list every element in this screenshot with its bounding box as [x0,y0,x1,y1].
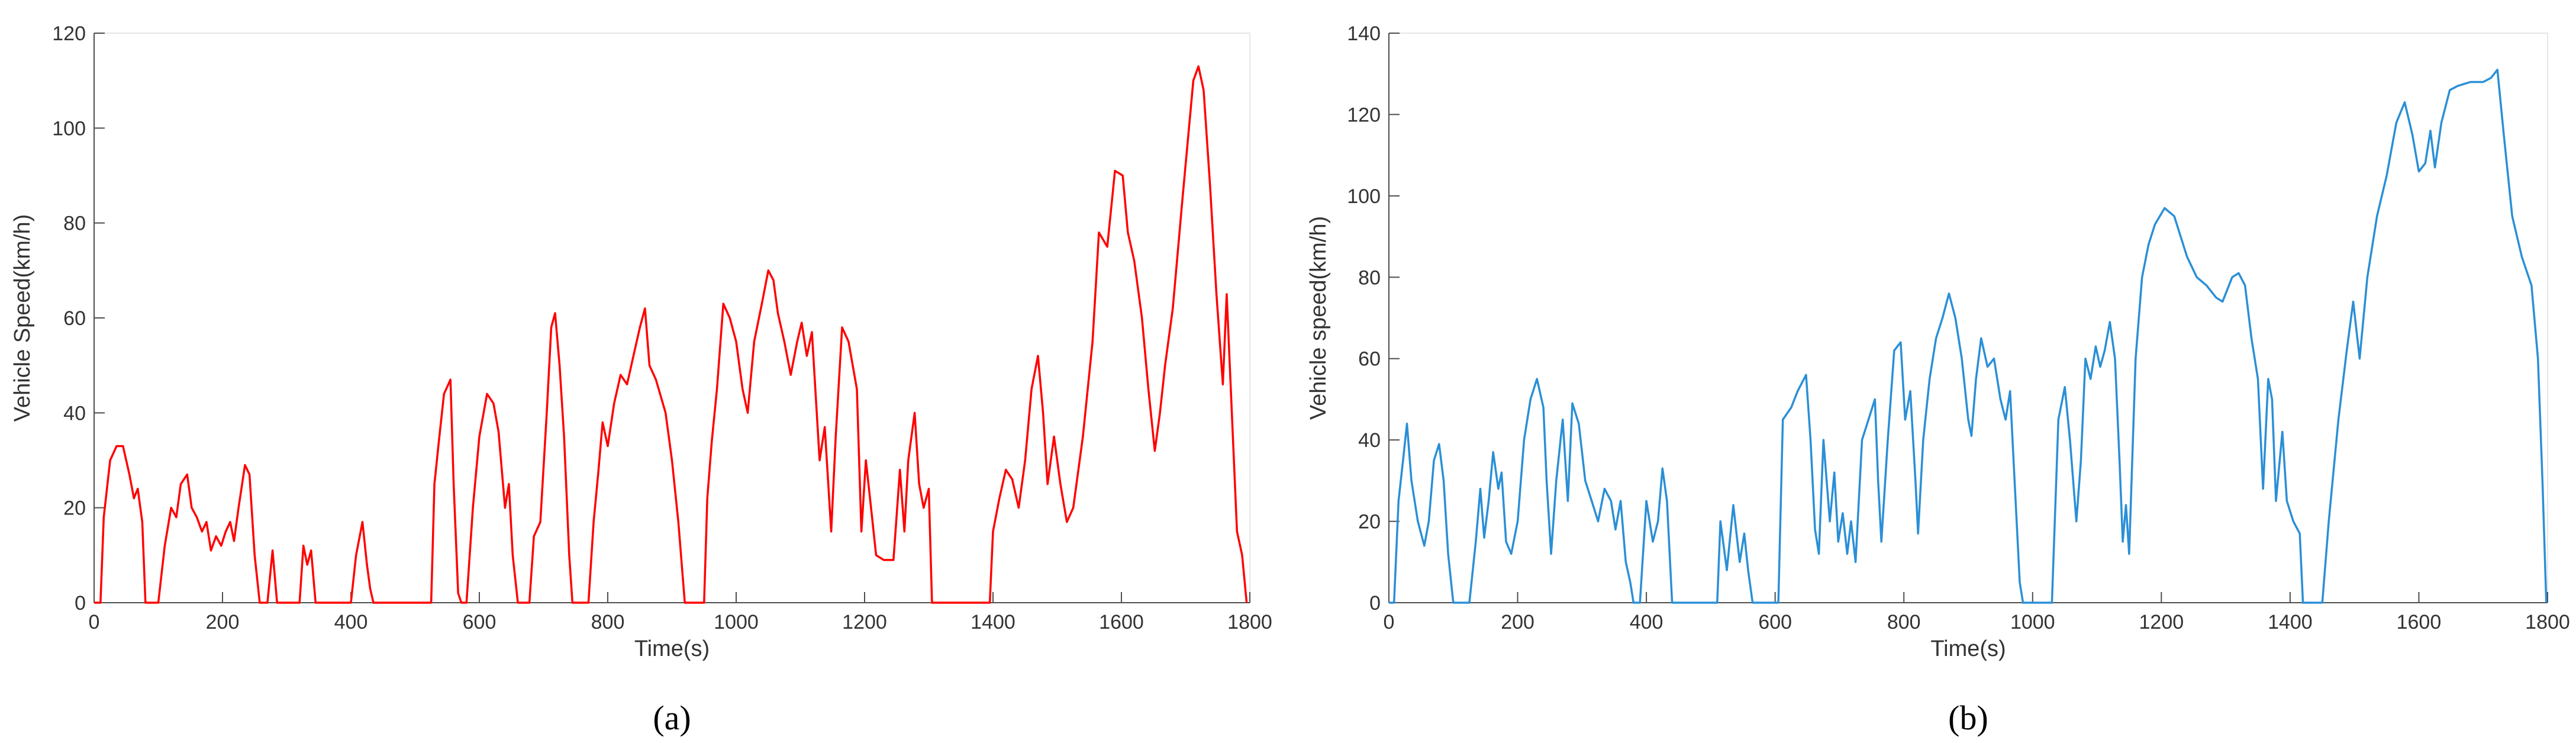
x-axis-label: Time(s) [1930,636,2006,661]
x-tick-label: 1400 [2268,611,2313,633]
x-tick-label: 400 [1630,611,1663,633]
x-tick-label: 200 [206,611,240,633]
x-tick-label: 400 [334,611,368,633]
x-tick-label: 1400 [971,611,1015,633]
x-tick-label: 1800 [1227,611,1272,633]
x-axis-label: Time(s) [634,636,710,661]
data-line [1389,69,2548,604]
x-tick-label: 800 [591,611,625,633]
data-line [94,65,1248,604]
y-tick-label: 20 [1358,511,1381,533]
x-tick-label: 1000 [2010,611,2055,633]
x-tick-label: 1600 [2397,611,2442,633]
x-tick-label: 1200 [2139,611,2184,633]
y-axis-label: Vehicle speed(km/h) [1306,216,1331,420]
y-tick-label: 100 [52,117,86,140]
x-tick-label: 600 [463,611,496,633]
x-tick-label: 0 [89,611,100,633]
y-tick-label: 120 [52,22,86,45]
caption: (b) [1948,699,1988,737]
caption: (a) [653,699,691,737]
x-tick-label: 1200 [842,611,887,633]
y-tick-label: 0 [1369,592,1381,615]
y-tick-label: 80 [63,213,86,235]
y-tick-label: 120 [1347,104,1381,126]
x-tick-label: 0 [1384,611,1395,633]
y-tick-label: 0 [75,592,86,615]
y-tick-label: 60 [63,307,86,330]
y-axis-label: Vehicle Speed(km/h) [10,214,35,422]
y-tick-label: 40 [63,402,86,424]
x-tick-label: 1600 [1099,611,1144,633]
x-tick-label: 1000 [714,611,759,633]
x-tick-label: 1800 [2525,611,2570,633]
y-tick-label: 20 [63,497,86,520]
x-tick-label: 800 [1887,611,1921,633]
y-tick-label: 140 [1347,22,1381,45]
y-tick-label: 80 [1358,266,1381,289]
plot-area [1388,33,2548,603]
x-tick-label: 600 [1758,611,1792,633]
plot-area [94,33,1250,603]
x-tick-label: 200 [1501,611,1534,633]
y-tick-label: 60 [1358,348,1381,371]
y-tick-label: 100 [1347,185,1381,208]
y-tick-label: 40 [1358,429,1381,452]
